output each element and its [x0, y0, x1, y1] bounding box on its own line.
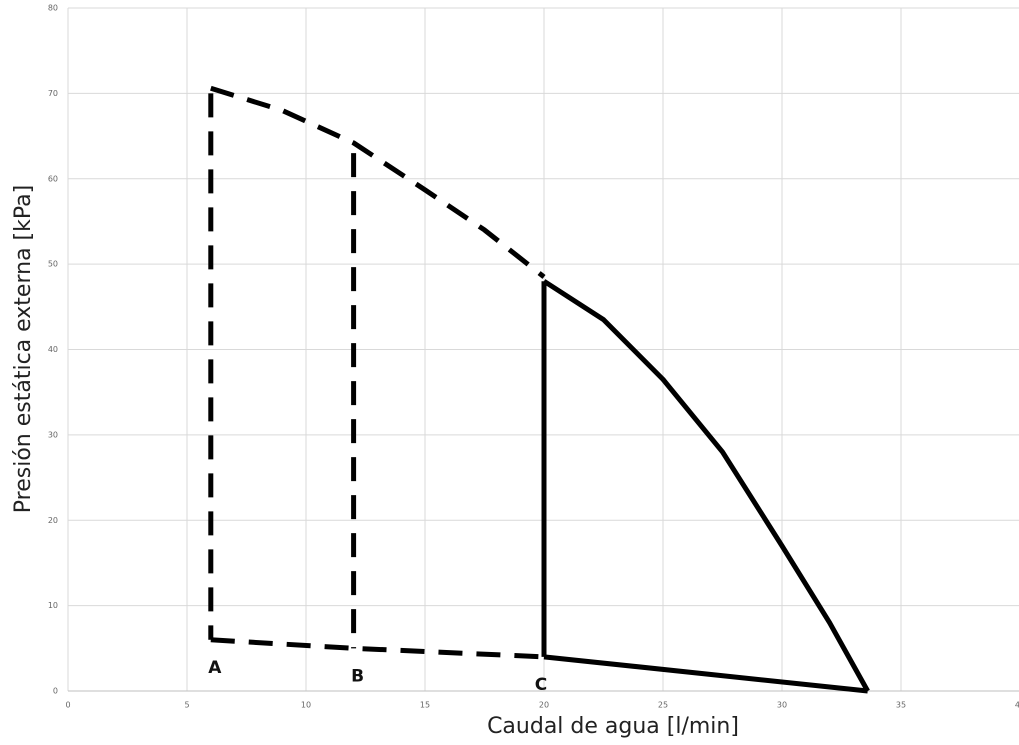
x-tick-label: 0: [65, 701, 70, 710]
y-tick-label: 30: [48, 430, 58, 439]
y-tick-label: 10: [48, 601, 58, 610]
x-tick-label: 20: [539, 701, 549, 710]
series-line: [210, 637, 545, 660]
y-tick-label: 0: [53, 687, 58, 696]
y-tick-label: 60: [48, 174, 58, 183]
y-tick-label: 40: [48, 345, 58, 354]
x-tick-label: 40: [1015, 701, 1019, 710]
series-line: [210, 85, 546, 279]
point-label: B: [351, 666, 364, 686]
x-tick-label: 15: [420, 701, 430, 710]
x-tick-label: 25: [658, 701, 668, 710]
y-axis-title: Presión estática externa [kPa]: [11, 185, 36, 513]
point-label: C: [535, 675, 547, 695]
y-tick-label: 20: [48, 516, 58, 525]
x-axis-title: Caudal de agua [l/min]: [487, 714, 739, 739]
y-tick-label: 80: [48, 4, 58, 13]
x-tick-label: 35: [896, 701, 906, 710]
point-label: A: [208, 658, 222, 678]
x-tick-label: 30: [777, 701, 787, 710]
x-tick-label: 5: [184, 701, 189, 710]
y-tick-label: 50: [48, 260, 58, 269]
x-tick-label: 10: [301, 701, 311, 710]
series-line: [543, 654, 868, 694]
series-line: [542, 279, 870, 693]
y-tick-label: 70: [48, 89, 58, 98]
